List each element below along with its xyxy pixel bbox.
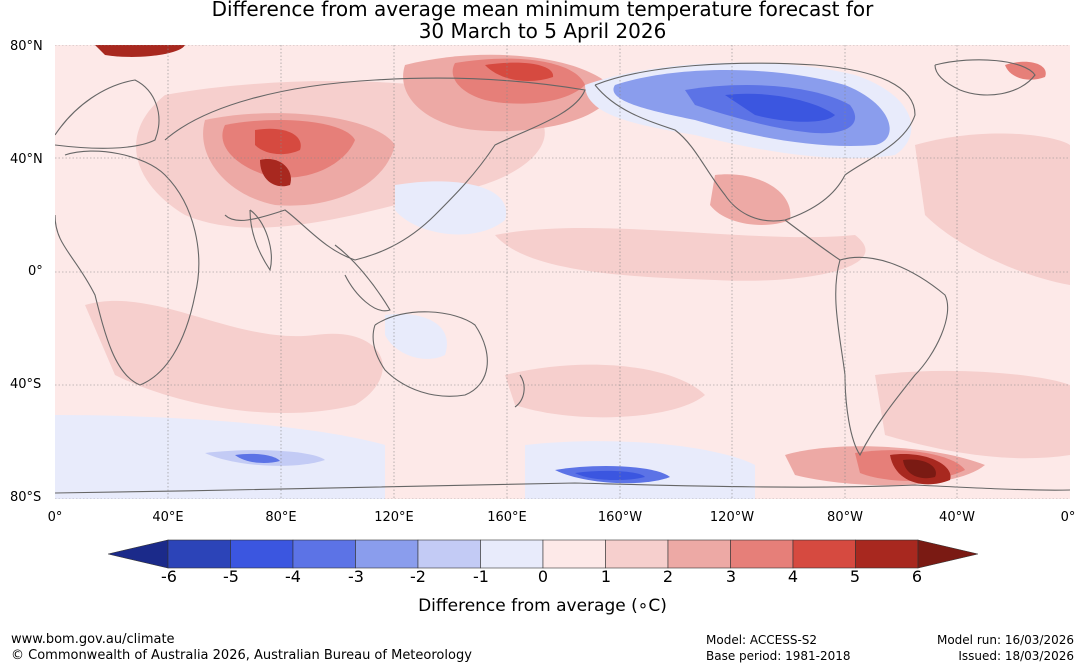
anomaly-region-southatlantic-pink bbox=[875, 370, 1070, 459]
tick-neg4: -4 bbox=[285, 567, 301, 586]
chart-title-line2: 30 March to 5 April 2026 bbox=[418, 19, 667, 43]
tick-0: 0 bbox=[537, 567, 549, 586]
colorbar-extend-min bbox=[108, 539, 169, 569]
colorbar-cells bbox=[108, 539, 978, 569]
coast-antarctica bbox=[55, 482, 1070, 494]
coastlines bbox=[55, 59, 1070, 494]
graticule bbox=[55, 45, 1070, 499]
tick-neg2: -2 bbox=[410, 567, 426, 586]
anomaly-map bbox=[55, 45, 1070, 499]
anomaly-region-southpacific-pink bbox=[505, 364, 705, 418]
tick-neg3: -3 bbox=[348, 567, 364, 586]
colorbar-cell bbox=[230, 539, 294, 569]
lat-label-40n: 40°N bbox=[10, 152, 43, 167]
tick-1: 1 bbox=[600, 567, 612, 586]
colorbar-cell bbox=[542, 539, 606, 569]
lon-label-40e: 40°E bbox=[152, 510, 184, 525]
coast-europe bbox=[55, 79, 160, 149]
colorbar-cell bbox=[480, 539, 544, 569]
lon-label-80w: 80°W bbox=[827, 510, 863, 525]
footer-model-run: Model run: 16/03/2026 bbox=[936, 633, 1074, 647]
lat-label-equator: 0° bbox=[28, 264, 43, 279]
anomaly-region-southpacific-coldest bbox=[575, 470, 645, 481]
lon-label-120w: 120°W bbox=[709, 510, 755, 525]
anomaly-fields bbox=[55, 45, 1070, 499]
lon-label-0: 0° bbox=[47, 510, 63, 525]
coast-india bbox=[249, 209, 272, 272]
coast-se-asia bbox=[334, 244, 391, 312]
footer-model: Model: ACCESS-S2 bbox=[706, 633, 818, 647]
lon-label-120e: 120°E bbox=[374, 510, 414, 525]
coast-north-america bbox=[594, 62, 916, 222]
lon-label-160e: 160°E bbox=[487, 510, 527, 525]
colorbar-cell bbox=[292, 539, 356, 569]
anomaly-region-pacific-cool bbox=[395, 181, 507, 235]
anomaly-region-siberia-hot bbox=[485, 62, 554, 81]
coast-greenland bbox=[934, 59, 1036, 96]
anomaly-region-indian-ocean-cold bbox=[235, 453, 280, 463]
colorbar-cell bbox=[605, 539, 669, 569]
coast-australia bbox=[372, 311, 488, 397]
colorbar-cell bbox=[167, 539, 231, 569]
tick-neg1: -1 bbox=[473, 567, 489, 586]
coast-central-america bbox=[784, 219, 841, 261]
lat-label-80s: 80°S bbox=[10, 490, 42, 505]
tick-5: 5 bbox=[849, 567, 861, 586]
footer-issued: Issued: 18/03/2026 bbox=[958, 649, 1074, 663]
lat-label-80n: 80°N bbox=[10, 39, 43, 54]
colorbar-cell bbox=[667, 539, 731, 569]
anomaly-region-namerica-coldest bbox=[725, 93, 835, 122]
lon-label-0-right: 0° bbox=[1060, 510, 1076, 525]
anomaly-region-atlantic-pink bbox=[915, 133, 1070, 285]
tick-6: 6 bbox=[911, 567, 923, 586]
chart-title-line1: Difference from average mean minimum tem… bbox=[211, 0, 874, 21]
lon-label-40w: 40°W bbox=[939, 510, 975, 525]
coast-south-america bbox=[835, 256, 949, 457]
anomaly-region-greenland-warm bbox=[1005, 61, 1046, 80]
coast-africa bbox=[55, 150, 200, 386]
anomaly-region-centralasia-hot bbox=[255, 128, 301, 155]
colorbar-cell bbox=[730, 539, 794, 569]
tick-neg5: -5 bbox=[223, 567, 239, 586]
lon-label-160w: 160°W bbox=[597, 510, 643, 525]
coast-asia bbox=[164, 77, 586, 261]
lon-label-80e: 80°E bbox=[265, 510, 297, 525]
tick-4: 4 bbox=[787, 567, 799, 586]
tick-2: 2 bbox=[662, 567, 674, 586]
colorbar-cell bbox=[417, 539, 481, 569]
footer-website: www.bom.gov.au/climate bbox=[11, 632, 175, 647]
colorbar-cell bbox=[355, 539, 419, 569]
colorbar-cell bbox=[792, 539, 856, 569]
anomaly-region-mexico-medium bbox=[710, 174, 791, 225]
footer-copyright: © Commonwealth of Australia 2026, Austra… bbox=[11, 648, 472, 663]
colorbar-extend-max bbox=[917, 539, 978, 569]
tick-3: 3 bbox=[725, 567, 737, 586]
anomaly-region-australia-cool bbox=[385, 314, 447, 359]
tick-neg6: -6 bbox=[161, 567, 177, 586]
lat-label-40s: 40°S bbox=[10, 377, 42, 392]
anomaly-region-patagonia-hottest bbox=[903, 459, 936, 479]
anomaly-region-arctic-hot bbox=[95, 45, 185, 57]
footer-base-period: Base period: 1981-2018 bbox=[706, 649, 851, 663]
anomaly-region-tibet-hot bbox=[260, 159, 291, 187]
anomaly-region-pacific-pink bbox=[495, 227, 866, 281]
colorbar-label: Difference from average (∘C) bbox=[418, 596, 667, 616]
colorbar bbox=[108, 539, 978, 569]
colorbar-cell bbox=[855, 539, 919, 569]
coast-new-zealand bbox=[514, 374, 525, 408]
